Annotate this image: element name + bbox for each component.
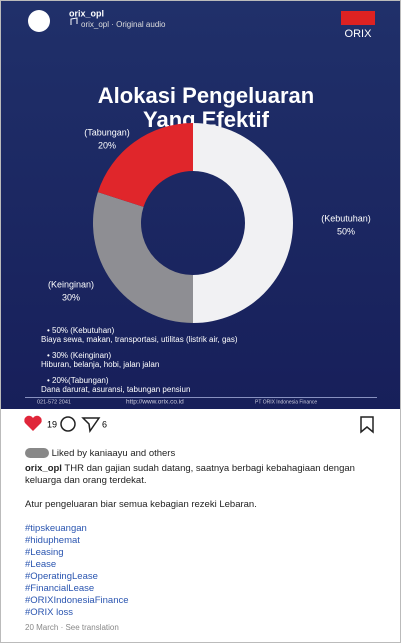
audio-icon [70, 17, 78, 25]
share-count: 6 [102, 419, 107, 429]
bullet-head: • 30% (Keinginan) [47, 351, 112, 360]
footer-url: http://www.orix.co.id [126, 399, 184, 406]
segment-value: 20% [98, 140, 116, 150]
caption-user[interactable]: orix_opl [25, 463, 62, 474]
hashtag[interactable]: #FinancialLease [25, 583, 95, 594]
chart-title: Alokasi Pengeluaran Yang Efektif [98, 83, 314, 132]
audio[interactable]: orix_opl · Original audio [81, 20, 166, 29]
image-background [1, 1, 400, 409]
hashtags: #tipskeuangan #hiduphemat #Leasing #Lease #O… [1, 523, 400, 619]
caption-second: Atur pengeluaran biar semua kebagian rez… [25, 499, 257, 510]
footer-phone: 021-572 2041 [37, 399, 71, 405]
post-details: 19 6 Liked by kaniaayu and others orix_o… [1, 409, 400, 634]
avatar[interactable] [28, 10, 50, 32]
like-count: 19 [47, 419, 57, 429]
post-image: orix_opl orix_opl · Original audio ORIX … [1, 1, 400, 409]
date: 20 March · See translation [25, 623, 119, 632]
logo-mark [341, 11, 375, 25]
bullet-head: • 50% (Kebutuhan) [47, 326, 115, 335]
hashtag[interactable]: #tipskeuangan [25, 523, 87, 534]
bullet-text: Biaya sewa, makan, transportasi, utilita… [41, 335, 238, 344]
hashtag[interactable]: #hiduphemat [25, 535, 80, 546]
save-button[interactable] [360, 416, 374, 434]
share-button[interactable] [81, 417, 101, 433]
hashtag[interactable]: #Leasing [25, 547, 64, 558]
liker-avatars [25, 448, 49, 459]
action-bar: 19 6 [24, 415, 374, 434]
username[interactable]: orix_opl [69, 8, 104, 18]
hashtag[interactable]: #ORIXIndonesiaFinance [25, 595, 129, 606]
logo: ORIX [345, 28, 373, 40]
segment-value: 50% [337, 226, 355, 236]
title-line: Alokasi Pengeluaran [98, 83, 314, 108]
segment-label: (Tabungan) [84, 127, 130, 137]
footer-rule [25, 397, 377, 398]
bullet-text: Hiburan, belanja, hobi, jalan jalan [41, 360, 159, 369]
segment-label: (Kebutuhan) [321, 213, 371, 223]
bullet-text: Dana darurat, asuransi, tabungan pensiun [41, 385, 190, 394]
like-button[interactable] [24, 415, 42, 431]
segment-value: 30% [62, 292, 80, 302]
bullet-head: • 20%(Tabungan) [47, 376, 109, 385]
donut-segment [93, 192, 193, 323]
comment-button[interactable] [60, 416, 76, 432]
segment-label: (Keinginan) [48, 279, 94, 289]
liked-by[interactable]: Liked by kaniaayu and others [51, 448, 176, 459]
hashtag[interactable]: #ORIX loss [25, 607, 74, 618]
hashtag[interactable]: #Lease [25, 559, 57, 570]
caption: THR dan gajian sudah datang, saatnya ber… [25, 463, 355, 486]
donut-segment [193, 123, 293, 323]
donut-segment [97, 123, 193, 207]
hashtag[interactable]: #OperatingLease [25, 571, 98, 582]
footer-company: PT ORIX Indonesia Finance [255, 399, 317, 405]
